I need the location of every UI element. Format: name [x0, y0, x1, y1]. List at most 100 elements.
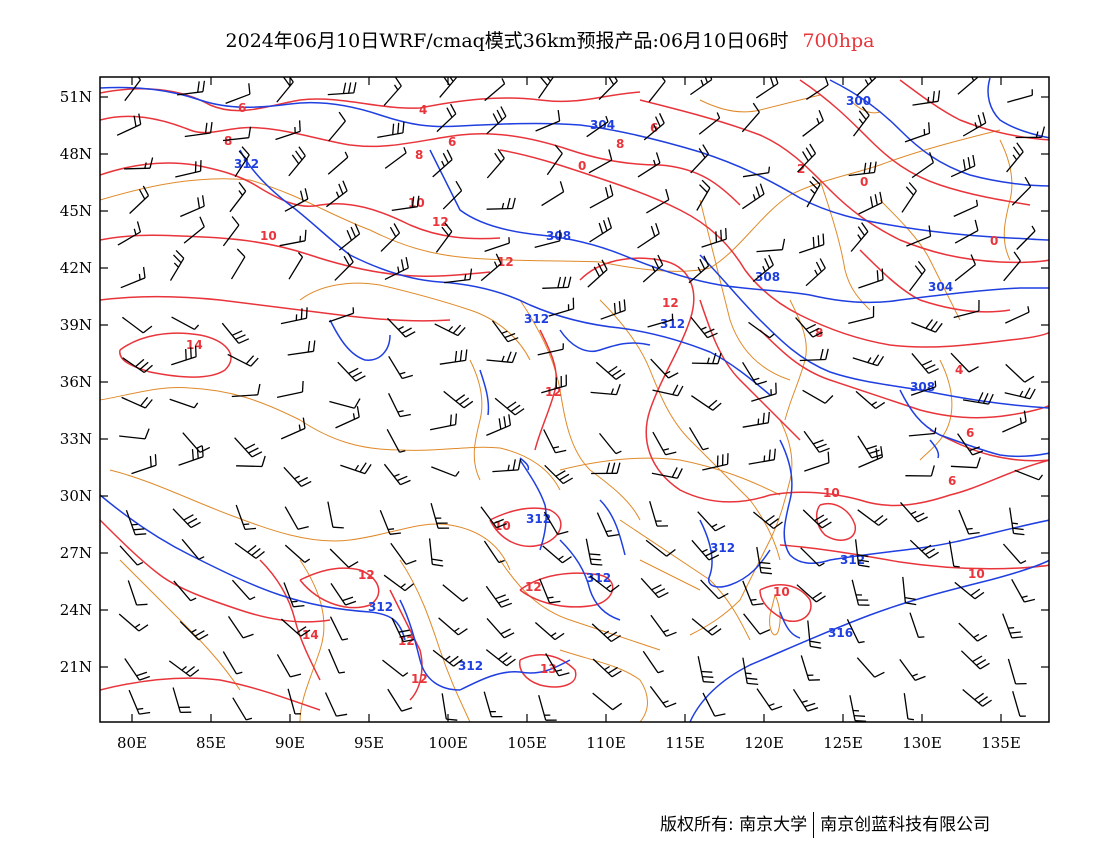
wind-barb-feather: [302, 417, 306, 429]
wind-barb-feather: [300, 308, 303, 320]
wind-barb-shaft: [852, 115, 870, 137]
wind-barb-feather: [403, 147, 407, 154]
wind-barb-feather: [603, 630, 610, 636]
wind-barb-feather: [701, 548, 708, 553]
wind-barb-feather: [198, 556, 205, 560]
wind-barb-feather: [655, 116, 661, 127]
wind-barb-feather: [861, 222, 869, 232]
wind-barb-feather: [665, 188, 670, 200]
wind-barb-shaft: [334, 261, 354, 281]
wind-barb-shaft: [377, 132, 404, 139]
wind-barb-shaft: [335, 416, 360, 429]
lat-tick-label: 36N: [60, 373, 92, 391]
title-main: 2024年06月10日WRF/cmaq模式36km预报产品:06月10日06时: [225, 30, 789, 52]
wind-barb-shaft: [119, 545, 138, 566]
wind-barb-feather: [607, 631, 618, 639]
wind-barb-shaft: [849, 695, 856, 721]
wind-barb-feather: [715, 231, 718, 243]
wind-barb-feather: [662, 700, 669, 704]
wind-barb-shaft: [235, 504, 246, 530]
wind-barb-feather: [138, 113, 142, 125]
wind-barb-feather: [559, 181, 565, 192]
wind-barb-feather: [668, 372, 679, 379]
wind-barb-feather: [811, 176, 821, 185]
wind-barbs: [116, 77, 1046, 722]
temperature-labels: 6 4 8 6 8 6 8 0 2 0 10 12 10 12 12 0 14 …: [186, 101, 998, 686]
wind-barb-feather: [809, 143, 817, 154]
wind-barb-feather: [773, 448, 776, 460]
wind-barb-feather: [814, 514, 825, 522]
wind-barb-feather: [623, 299, 626, 311]
wind-barb-shaft: [288, 155, 306, 177]
wind-barb-shaft: [391, 617, 404, 642]
wind-barb-feather: [714, 525, 726, 532]
wind-barb-feather: [677, 385, 684, 397]
wind-barb-shaft: [595, 361, 617, 380]
wind-barb-shaft: [691, 362, 718, 365]
wind-barb-feather: [875, 448, 879, 460]
wind-barb-shaft: [792, 688, 809, 712]
wind-barb-feather: [702, 447, 709, 451]
lon-tick-label: 110E: [586, 734, 626, 752]
wind-barb-shaft: [802, 119, 824, 137]
wind-barb-feather: [400, 259, 405, 271]
wind-barb-feather: [181, 665, 187, 671]
wind-barb-feather: [393, 84, 399, 91]
wind-barb-shaft: [329, 548, 350, 568]
wind-barb-feather: [133, 115, 137, 127]
temp-label: 12: [411, 672, 428, 686]
wind-barb-feather: [498, 559, 505, 564]
wind-barb-shaft: [484, 242, 510, 253]
temp-label: 14: [186, 338, 203, 352]
wind-barb-shaft: [1014, 469, 1040, 481]
wind-barb-feather: [562, 477, 574, 485]
wind-barb-feather: [650, 225, 656, 237]
wind-barb-feather: [1013, 251, 1021, 262]
wind-barb-feather: [347, 82, 352, 94]
wind-barb-feather: [763, 455, 766, 462]
wind-barb-shaft: [542, 545, 563, 564]
wind-barb-feather: [868, 449, 880, 455]
height-label: 316: [828, 626, 853, 640]
wind-barb-feather: [554, 632, 565, 641]
wind-barb-feather: [455, 77, 458, 78]
chart-title: 2024年06月10日WRF/cmaq模式36km预报产品:06月10日06时 7…: [0, 26, 1100, 53]
wind-barb-feather: [857, 226, 866, 236]
wind-barb-feather: [904, 596, 916, 601]
wind-barb-feather: [137, 77, 142, 81]
wind-barb-shaft: [234, 542, 257, 559]
lon-tick-label: 100E: [428, 734, 468, 752]
wind-barb-feather: [857, 554, 869, 558]
wind-barb-feather: [194, 630, 205, 637]
wind-barb-feather: [500, 106, 507, 117]
wind-barb-feather: [191, 449, 194, 461]
wind-barb-feather: [759, 183, 765, 195]
wind-barb-feather: [855, 720, 867, 722]
wind-barb-feather: [707, 332, 718, 339]
wind-barb-shaft: [1003, 260, 1021, 282]
wind-barb-feather: [712, 402, 722, 411]
wind-barb-feather: [401, 707, 413, 712]
wind-barb-feather: [606, 462, 611, 474]
wind-barb-feather: [133, 228, 137, 235]
wind-barb-shaft: [688, 265, 710, 284]
wind-barb-feather: [654, 588, 666, 595]
wind-barb-shaft: [800, 655, 810, 681]
wind-barb-feather: [755, 186, 761, 198]
wind-barb-shaft: [236, 465, 263, 468]
wind-barb-feather: [441, 160, 445, 167]
wind-barb-feather: [597, 263, 604, 274]
wind-barb-feather: [928, 225, 932, 237]
wind-barb-feather: [546, 77, 551, 82]
wind-barb-shaft: [748, 459, 775, 465]
wind-barb-feather: [342, 596, 354, 602]
wind-barb-shaft: [741, 111, 760, 133]
wind-barb-feather: [864, 79, 869, 86]
wind-barb-shaft: [857, 435, 873, 459]
wind-barb-shaft: [854, 539, 860, 566]
wind-barb-feather: [781, 238, 786, 250]
wind-barb-feather: [401, 327, 412, 334]
wind-barb-shaft: [690, 153, 709, 174]
wind-barb-shaft: [438, 617, 459, 636]
wind-barb-feather: [662, 629, 670, 633]
